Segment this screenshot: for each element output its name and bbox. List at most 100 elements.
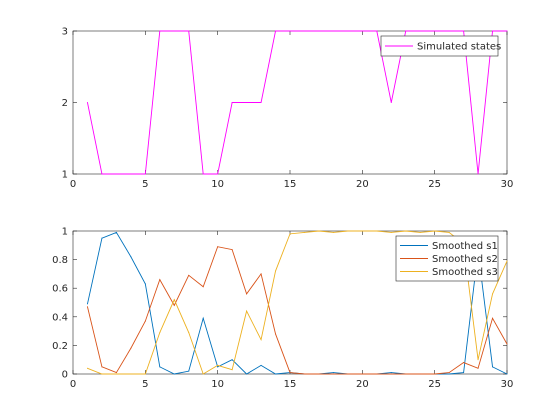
x-tick-label: 15 (284, 179, 297, 190)
data-point (303, 30, 305, 32)
data-point (159, 30, 161, 32)
series-line-3 (87, 230, 508, 375)
data-point (246, 373, 248, 375)
data-point (463, 362, 465, 364)
data-point (260, 102, 262, 103)
x-tick-label: 0 (70, 179, 76, 190)
y-tick-label: 1 (62, 227, 68, 238)
data-point (144, 173, 146, 175)
data-point (376, 230, 378, 232)
data-point (347, 230, 349, 232)
data-point (159, 366, 161, 368)
x-tick-label: 10 (211, 379, 224, 390)
y-tick-label: 3 (62, 27, 68, 38)
data-point (101, 373, 103, 375)
chart-2: 0 5 10 15 20 25 30 0 0.2 0.4 0.6 0.8 1 Smoothed s1 Smo… (52, 227, 513, 391)
legend-label: Smoothed s2 (432, 254, 498, 265)
data-point (419, 373, 421, 375)
x-tick-label: 5 (142, 179, 148, 190)
y-tick-label: 2 (62, 98, 68, 109)
data-point (188, 370, 190, 372)
legend-label: Smoothed s3 (432, 267, 498, 278)
data-point (506, 30, 508, 32)
data-point (361, 373, 363, 375)
legend-box (380, 35, 499, 57)
y-tick-label: 0.4 (52, 312, 68, 323)
data-point (86, 102, 88, 103)
data-point (463, 30, 465, 32)
data-point (318, 230, 320, 232)
y-tick-label: 0.6 (52, 284, 68, 295)
data-point (318, 373, 320, 375)
data-point (419, 231, 421, 233)
data-point (405, 230, 407, 232)
data-point (275, 30, 277, 32)
data-point (173, 299, 175, 301)
x-tick-label: 30 (501, 379, 514, 390)
data-point (275, 270, 277, 272)
data-point (477, 367, 479, 369)
data-point (86, 303, 88, 305)
data-point (448, 373, 450, 375)
data-point (347, 30, 349, 32)
data-point (448, 231, 450, 233)
data-point (405, 30, 407, 32)
data-point (260, 339, 262, 341)
data-point (347, 373, 349, 375)
y-tick-label: 0.2 (52, 341, 68, 352)
data-point (390, 372, 392, 374)
data-point (477, 359, 479, 361)
data-point (303, 373, 305, 375)
data-point (159, 332, 161, 334)
data-point (217, 364, 219, 366)
data-point (434, 373, 436, 375)
data-point (101, 366, 103, 368)
data-point (101, 237, 103, 239)
y-tick-label: 0.8 (52, 255, 68, 266)
data-point (86, 367, 88, 369)
data-point (159, 279, 161, 281)
data-point (217, 366, 219, 368)
data-point (275, 373, 277, 375)
data-point (419, 30, 421, 32)
series-line-2 (87, 246, 508, 375)
legend-label: Simulated states (417, 42, 501, 53)
y-tick-label: 0 (62, 370, 68, 381)
data-point (492, 30, 494, 32)
data-point (202, 317, 204, 319)
data-point (130, 256, 132, 258)
x-tick-label: 20 (356, 379, 369, 390)
data-point (318, 30, 320, 32)
legend-label: Smoothed s1 (432, 241, 498, 252)
data-point (144, 373, 146, 375)
data-point (231, 369, 233, 371)
data-point (115, 372, 117, 374)
data-point (332, 373, 334, 375)
data-point (130, 347, 132, 349)
data-point (115, 373, 117, 375)
x-tick-label: 5 (142, 379, 148, 390)
data-point (506, 343, 508, 345)
data-point (361, 230, 363, 232)
data-point (492, 317, 494, 319)
data-point (303, 231, 305, 233)
data-point (188, 30, 190, 32)
data-point (289, 30, 291, 32)
data-point (231, 102, 233, 103)
data-point (390, 373, 392, 375)
data-point (289, 233, 291, 235)
data-point (376, 30, 378, 32)
x-tick-label: 30 (501, 179, 514, 190)
data-point (390, 231, 392, 233)
data-point (492, 366, 494, 368)
data-point (173, 373, 175, 375)
data-point (246, 102, 248, 103)
data-point (289, 372, 291, 374)
data-point (361, 30, 363, 32)
data-point (173, 304, 175, 306)
chart-1: 0 5 10 15 20 25 30 1 2 3 Simulated states (62, 27, 514, 191)
data-point (376, 373, 378, 375)
x-tick-label: 25 (428, 379, 441, 390)
data-point (448, 30, 450, 32)
